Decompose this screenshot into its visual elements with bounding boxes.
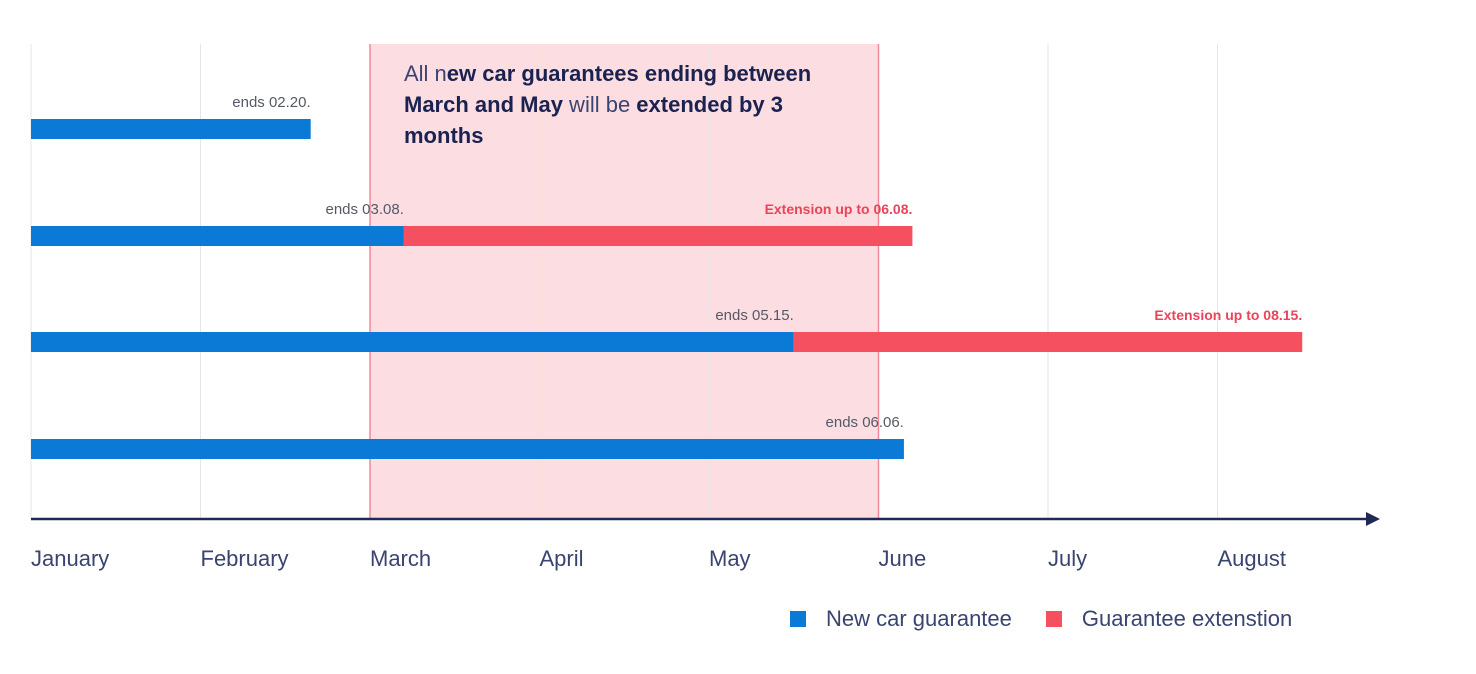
month-label-june: June: [879, 546, 927, 571]
month-label-july: July: [1048, 546, 1087, 571]
month-label-march: March: [370, 546, 431, 571]
month-label-february: February: [201, 546, 289, 571]
guarantee-bar-1: [31, 119, 311, 139]
extension-end-label-3: Extension up to 08.15.: [1154, 307, 1302, 323]
guarantee-bar-4: [31, 439, 904, 459]
annotation-prefix: All n: [404, 61, 447, 86]
guarantee-end-label-4: ends 06.06.: [826, 414, 904, 431]
annotation-bold-2: extended by 3 months: [404, 92, 784, 148]
legend-label-extension: Guarantee extenstion: [1081, 606, 1293, 631]
legend-swatch-extension: [1045, 611, 1062, 627]
annotation-text: All new car guarantees ending between Ma…: [404, 58, 844, 151]
x-axis-arrowhead: [1366, 512, 1380, 526]
guarantee-bar-3: [31, 332, 794, 352]
legend-item-extension: Guarantee extenstion: [1045, 606, 1293, 632]
extension-bar-3: [793, 332, 1303, 352]
guarantee-end-label-2: ends 03.08.: [325, 201, 403, 218]
month-label-april: April: [540, 546, 584, 571]
legend-swatch-guarantee: [790, 611, 806, 627]
extension-end-label-2: Extension up to 06.08.: [765, 201, 913, 217]
month-label-may: May: [709, 546, 751, 571]
annotation-middle: will be: [562, 92, 637, 117]
month-label-august: August: [1218, 546, 1287, 571]
legend-item-guarantee: New car guarantee: [790, 606, 1012, 632]
guarantee-end-label-1: ends 02.20.: [232, 94, 310, 111]
legend: New car guarantee Guarantee extenstion: [790, 606, 1326, 632]
guarantee-end-label-3: ends 05.15.: [715, 307, 793, 324]
legend-label-guarantee: New car guarantee: [826, 606, 1012, 631]
guarantee-bar-2: [31, 226, 404, 246]
annotation-bold-1: ew car guarantees ending between March a…: [404, 61, 812, 117]
extension-bar-2: [403, 226, 913, 246]
month-label-january: January: [31, 546, 109, 571]
